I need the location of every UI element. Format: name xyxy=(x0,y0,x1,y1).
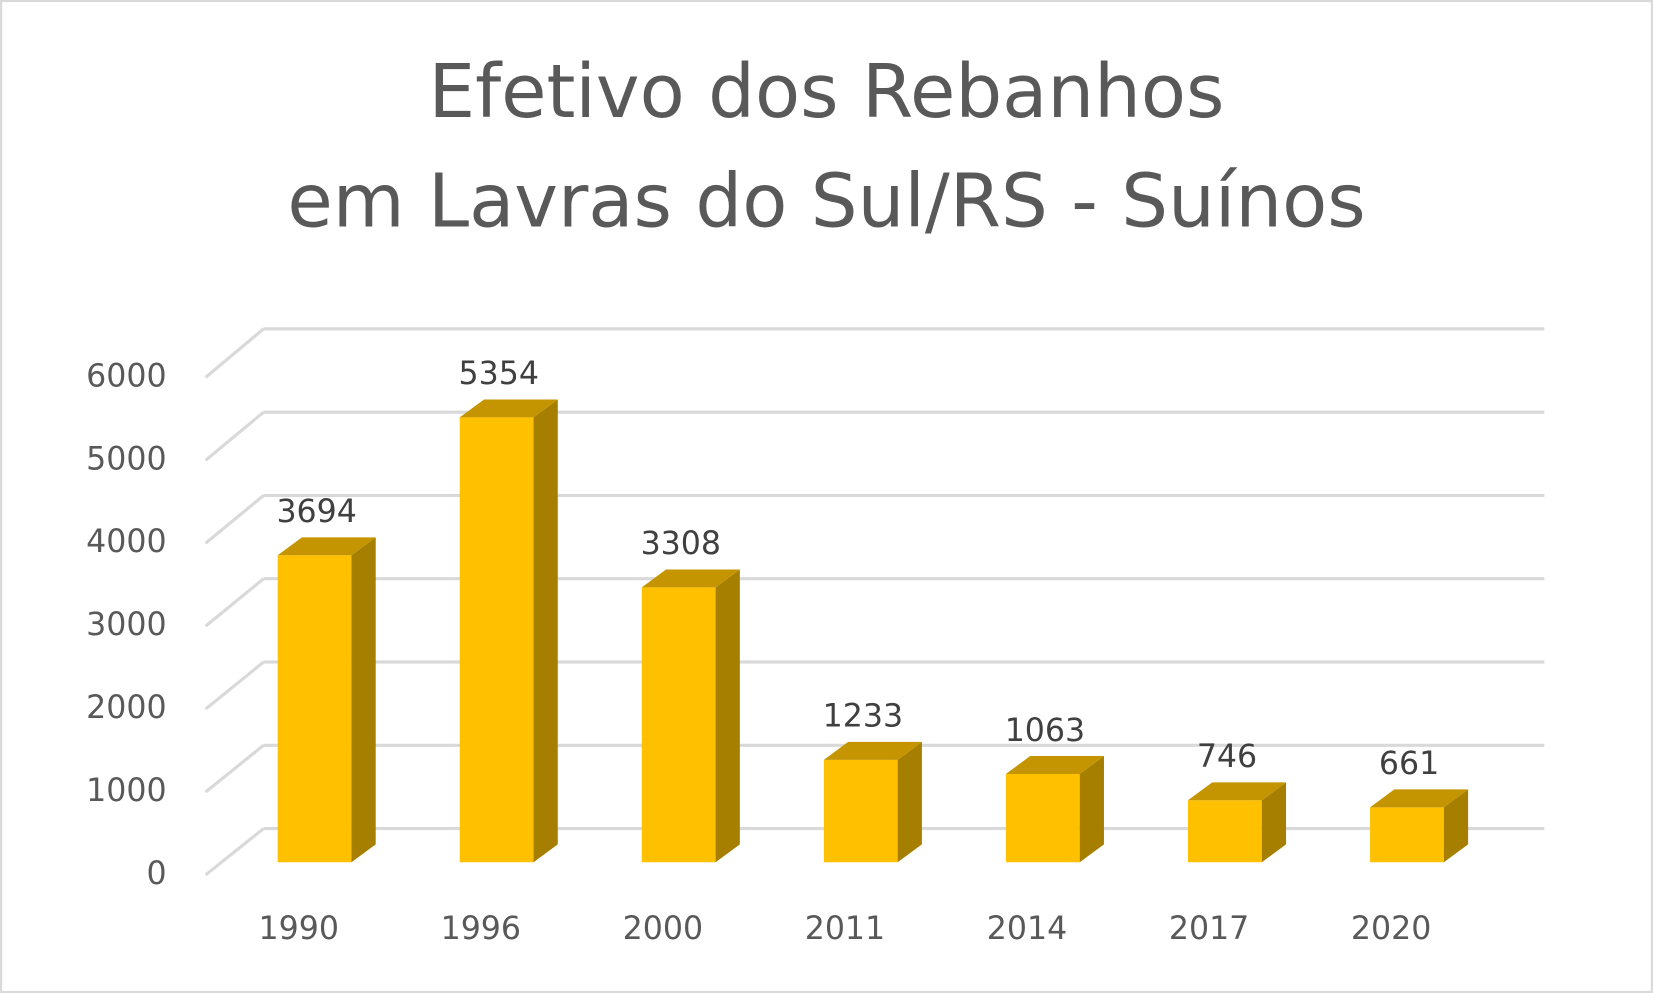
bar-front xyxy=(459,417,534,863)
bar-top xyxy=(1187,782,1287,801)
x-tick-label: 1990 xyxy=(259,911,339,947)
bar-side xyxy=(1261,782,1287,863)
grid-line xyxy=(204,744,265,794)
grid-line xyxy=(204,660,265,711)
grid-line xyxy=(204,827,265,877)
y-tick-label: 5000 xyxy=(86,441,166,477)
bar-side xyxy=(533,399,558,863)
x-tick-label: 2020 xyxy=(1351,911,1431,947)
bar xyxy=(1370,789,1469,863)
x-tick-label: 2014 xyxy=(987,911,1067,947)
bar xyxy=(641,569,740,863)
bar xyxy=(459,399,558,863)
x-tick-label: 1996 xyxy=(441,911,521,947)
grid-line xyxy=(204,410,265,462)
bar-top xyxy=(277,537,376,556)
bar-side xyxy=(351,537,376,863)
data-label: 3694 xyxy=(276,494,356,530)
bar xyxy=(1005,756,1104,863)
bar-side xyxy=(715,569,740,863)
chart-title: em Lavras do Sul/RS - Suínos xyxy=(287,160,1365,245)
bar-top xyxy=(823,741,922,760)
bar-front xyxy=(277,555,352,863)
bar-front xyxy=(823,759,898,863)
data-label: 746 xyxy=(1197,739,1257,775)
bar-front xyxy=(641,587,716,863)
bar-side xyxy=(1443,789,1469,863)
data-label: 3308 xyxy=(641,526,721,562)
x-tick-label: 2011 xyxy=(805,911,885,947)
bar-front xyxy=(1005,773,1080,863)
y-tick-label: 2000 xyxy=(86,690,166,726)
bar-top xyxy=(1370,789,1469,808)
y-tick-label: 0 xyxy=(146,856,166,892)
bar-front xyxy=(1187,800,1262,863)
bar-side xyxy=(897,741,922,863)
y-tick-label: 6000 xyxy=(86,358,166,394)
bar-top xyxy=(1005,756,1104,774)
bar xyxy=(1187,782,1287,863)
bar xyxy=(277,537,376,863)
bar-front xyxy=(1370,807,1444,863)
data-label: 661 xyxy=(1379,746,1439,782)
bar-top xyxy=(459,399,558,418)
x-tick-label: 2000 xyxy=(623,911,703,947)
bar-top xyxy=(641,569,740,588)
y-tick-label: 4000 xyxy=(86,524,166,560)
bar-side xyxy=(1079,756,1104,863)
data-label: 1233 xyxy=(823,699,903,735)
data-label: 5354 xyxy=(459,356,539,392)
grid-line xyxy=(204,494,265,545)
bar xyxy=(823,741,922,863)
x-tick-label: 2017 xyxy=(1169,911,1249,947)
data-label: 1063 xyxy=(1005,713,1085,749)
grid-line xyxy=(204,577,265,628)
chart-title: Efetivo dos Rebanhos xyxy=(429,50,1225,135)
y-tick-label: 3000 xyxy=(86,607,166,643)
grid-line xyxy=(204,327,265,379)
y-tick-label: 1000 xyxy=(86,773,166,809)
